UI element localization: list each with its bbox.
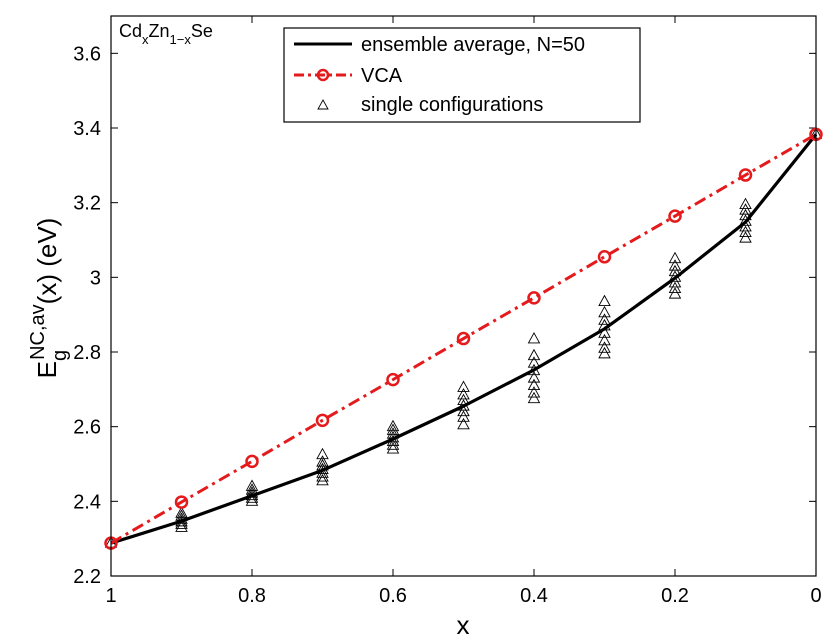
single-config-marker	[598, 346, 611, 359]
y-tick-label: 3.6	[73, 43, 101, 65]
single-config-marker	[457, 387, 470, 400]
vca-marker	[456, 331, 471, 346]
y-axis-title-sub: g	[49, 350, 71, 361]
single-config-marker	[598, 333, 611, 346]
single-config-marker	[739, 231, 752, 243]
single-config-marker	[668, 287, 682, 299]
legend: ensemble average, N=50 VCA single config…	[283, 27, 641, 123]
annotation-subscript: 1−x	[170, 32, 192, 47]
x-tick-label: 1	[105, 585, 116, 607]
x-tick-label: 0.8	[238, 585, 266, 607]
x-tick-label: 0.4	[520, 585, 548, 607]
y-tick-label: 2.2	[73, 566, 101, 588]
vca-line	[110, 133, 817, 545]
single-config-marker	[739, 203, 752, 215]
single-config-marker	[457, 404, 470, 417]
vca-marker	[527, 291, 541, 305]
single-config-marker	[527, 348, 541, 361]
single-config-marker	[457, 380, 470, 392]
single-config-marker	[245, 479, 259, 491]
legend-label-ensemble: ensemble average, N=50	[361, 34, 585, 56]
single-config-marker	[668, 259, 682, 271]
legend-marker-single	[317, 99, 329, 110]
single-config-marker	[386, 438, 400, 450]
single-config-marker	[739, 225, 752, 237]
single-config-marker	[527, 356, 541, 368]
single-config-marker	[598, 326, 611, 338]
svg-text:EgNC,av(x) (eV): EgNC,av(x) (eV)	[27, 218, 71, 379]
single-config-marker	[245, 494, 259, 506]
vca-marker	[738, 168, 753, 182]
single-config-marker	[175, 512, 188, 524]
annotation-text: Cd	[119, 21, 142, 41]
composition-annotation: CdxZn1−xSe	[119, 21, 213, 47]
y-axis-title-base: E	[32, 361, 62, 378]
series-layer	[104, 127, 823, 550]
single-config-marker	[598, 305, 611, 318]
single-config-marker	[668, 264, 682, 277]
single-config-marker	[668, 281, 682, 293]
single-config-marker	[527, 391, 541, 404]
x-tick-label: 0.6	[379, 585, 407, 607]
y-axis-title: EgNC,av(x) (eV)	[27, 218, 71, 379]
single-config-marker	[457, 417, 470, 430]
single-config-marker	[175, 520, 188, 532]
annotation-subscript: x	[142, 32, 149, 47]
annotation-text: Se	[191, 21, 213, 41]
vca-marker	[386, 372, 400, 387]
x-axis-title: x	[457, 610, 470, 640]
single-config-marker	[386, 423, 400, 435]
single-config-marker	[386, 442, 400, 454]
y-tick-label: 3.2	[73, 193, 101, 215]
y-tick-label: 2.8	[73, 342, 101, 364]
y-tick-label: 3.4	[73, 118, 101, 140]
vca-marker	[668, 209, 682, 223]
legend-label-single: single configurations	[361, 94, 543, 116]
single-config-marker	[668, 251, 682, 264]
plot-frame	[110, 15, 817, 577]
ensemble-average-line	[110, 133, 818, 545]
y-tick-label: 3	[90, 267, 101, 289]
vca-marker	[315, 413, 330, 428]
single-config-marker	[316, 473, 329, 486]
single-config-marker	[316, 455, 329, 467]
y-tick-label: 2.6	[73, 417, 101, 439]
single-config-marker	[598, 294, 611, 307]
x-tick-label: 0.2	[661, 585, 689, 607]
single-config-marker	[316, 447, 329, 460]
single-config-marker	[527, 386, 541, 398]
legend-label-vca: VCA	[361, 65, 403, 87]
single-config-marker	[527, 378, 541, 391]
single-config-marker	[739, 197, 752, 209]
single-config-marker	[457, 410, 470, 422]
vca-marker	[174, 495, 189, 509]
single-config-marker	[598, 341, 611, 353]
vca-marker	[597, 250, 612, 264]
single-config-marker	[175, 506, 188, 518]
single-config-marker	[316, 470, 329, 482]
legend-marker-vca	[316, 68, 330, 82]
x-tick-label: 0	[810, 585, 821, 607]
single-config-marker	[527, 331, 541, 344]
single-config-marker	[386, 419, 400, 432]
y-axis-title-rest: (x) (eV)	[32, 218, 62, 305]
annotation-text: Zn	[149, 21, 170, 41]
y-axis-title-sup: NC,av	[27, 304, 49, 360]
y-tick-label: 2.4	[73, 491, 101, 513]
vca-marker	[245, 454, 259, 469]
single-config-marker	[527, 371, 541, 383]
single-config-marker	[598, 313, 611, 325]
